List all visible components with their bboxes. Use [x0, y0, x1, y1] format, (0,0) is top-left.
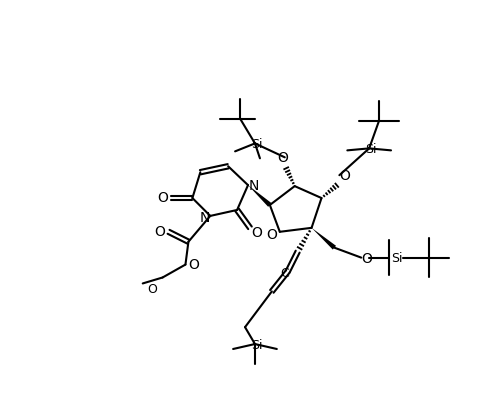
Text: Si: Si	[251, 138, 262, 151]
Text: O: O	[339, 169, 350, 183]
Text: Si: Si	[251, 339, 262, 352]
Text: O: O	[154, 225, 165, 239]
Text: O: O	[278, 151, 288, 165]
Text: N: N	[249, 179, 259, 193]
Text: Si: Si	[391, 252, 402, 265]
Polygon shape	[312, 228, 336, 249]
Text: C: C	[280, 267, 289, 280]
Text: O: O	[157, 191, 168, 205]
Text: O: O	[361, 252, 372, 266]
Text: N: N	[199, 211, 209, 225]
Text: O: O	[188, 258, 199, 272]
Text: O: O	[266, 228, 278, 242]
Text: O: O	[148, 283, 158, 296]
Text: O: O	[252, 226, 262, 240]
Text: Si: Si	[366, 143, 377, 156]
Polygon shape	[248, 185, 272, 207]
